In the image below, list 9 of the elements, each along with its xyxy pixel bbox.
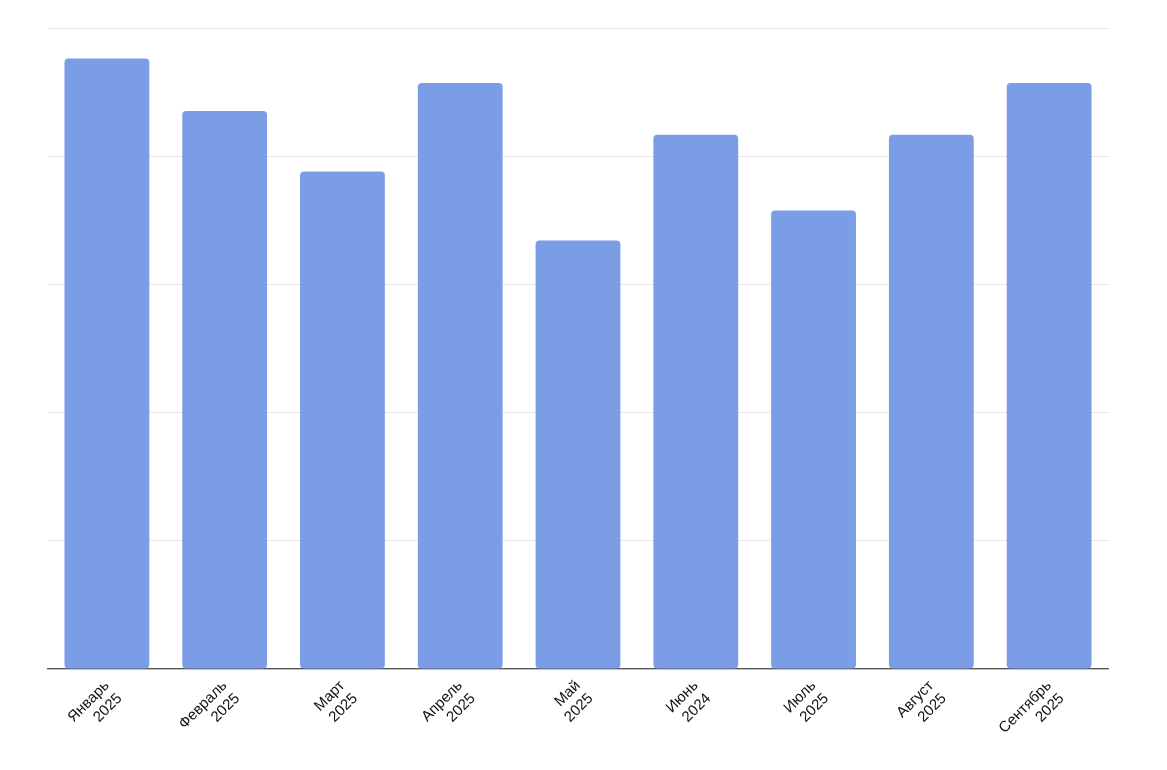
bar (1006, 82, 1092, 669)
bar (417, 82, 503, 669)
bar (653, 134, 739, 669)
bar (535, 240, 621, 669)
bar (888, 134, 974, 669)
bar (182, 111, 268, 669)
bar (771, 210, 856, 669)
bar (300, 171, 385, 669)
bar (64, 58, 150, 669)
